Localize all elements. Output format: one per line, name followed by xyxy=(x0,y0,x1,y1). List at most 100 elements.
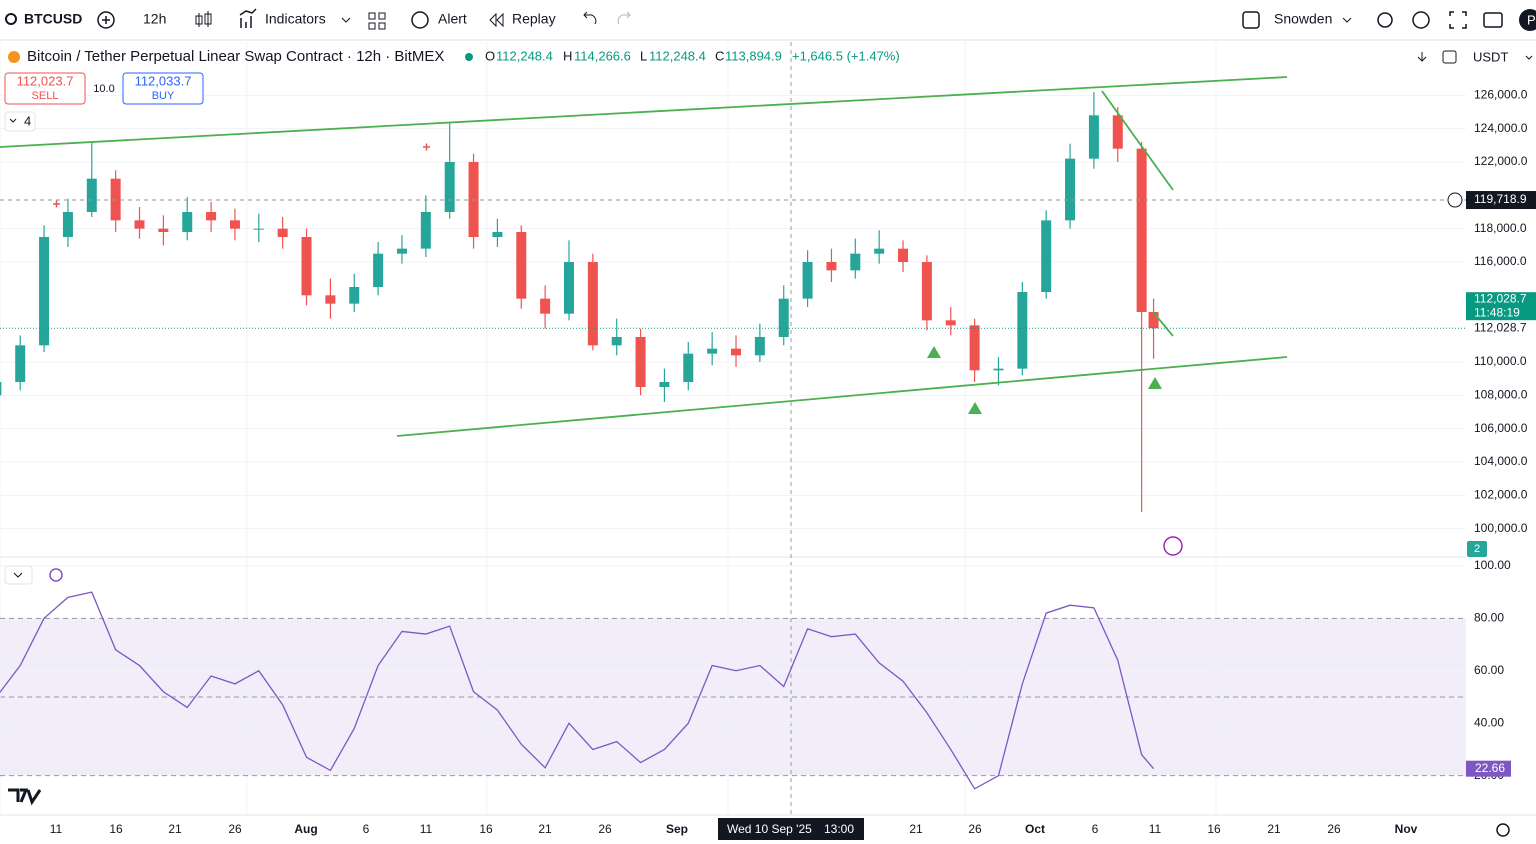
legend-value: 113,894.9 xyxy=(725,48,782,63)
candle-body xyxy=(516,232,527,299)
candle-body xyxy=(921,262,932,321)
y-tick-label: 108,000.0 xyxy=(1474,388,1528,402)
crosshair-date: Wed 10 Sep '25 xyxy=(727,822,812,836)
candle-body xyxy=(229,220,240,229)
volume-badge xyxy=(1467,541,1487,557)
y-tick-label: 106,000.0 xyxy=(1474,421,1528,435)
layout-icon[interactable] xyxy=(1242,11,1260,29)
candle-body xyxy=(110,178,121,221)
candle-body xyxy=(1136,148,1147,312)
x-tick-label: 6 xyxy=(363,822,370,836)
legend-value: 112,248.4 xyxy=(496,48,553,63)
x-tick-label: 21 xyxy=(168,822,182,836)
candle-body xyxy=(826,262,837,271)
candle-body xyxy=(444,162,455,212)
sell-price: 112,023.7 xyxy=(17,73,74,88)
settings[interactable] xyxy=(1412,11,1430,29)
x-tick-label: 26 xyxy=(228,822,242,836)
candle-body xyxy=(182,212,193,232)
candle-body xyxy=(468,162,479,237)
y-tick-label: 104,000.0 xyxy=(1474,454,1528,468)
crosshair-label: 119,718.9 xyxy=(1474,192,1527,206)
candle-body xyxy=(1112,115,1123,149)
search-icon[interactable] xyxy=(5,13,17,25)
events-icon[interactable] xyxy=(1163,536,1183,556)
fullscreen[interactable] xyxy=(1449,11,1467,29)
trendline xyxy=(1152,311,1174,337)
candle-body xyxy=(0,382,2,396)
candle-body xyxy=(15,345,26,382)
volume-badge-text: 2 xyxy=(1474,543,1480,555)
interval[interactable]: 12h xyxy=(143,11,166,27)
indicators-icon[interactable] xyxy=(239,8,257,28)
dropdown[interactable] xyxy=(1342,17,1352,23)
y-tick-label: 100.00 xyxy=(1474,558,1511,572)
rsi-line xyxy=(0,591,1155,790)
alert-icon[interactable] xyxy=(411,11,429,29)
pane-toggle[interactable] xyxy=(4,565,33,585)
screenshot[interactable] xyxy=(1483,12,1503,28)
add-icon xyxy=(102,16,110,24)
candle-body xyxy=(563,262,574,314)
candle-body xyxy=(1088,115,1099,159)
candle-body xyxy=(778,298,789,337)
candle-body xyxy=(492,232,503,237)
y-tick-label: 116,000.0 xyxy=(1474,254,1527,268)
y-tick-label: 110,000.0 xyxy=(1474,354,1527,368)
x-tick-label: Oct xyxy=(1025,822,1045,836)
trendline xyxy=(1101,90,1174,191)
rsi-value: 22.66 xyxy=(1475,761,1505,775)
x-tick-label: 11 xyxy=(1149,822,1162,836)
candle-body xyxy=(874,248,885,254)
toolbar xyxy=(0,0,1536,40)
dropdown[interactable] xyxy=(341,17,351,23)
trendline xyxy=(396,356,1288,437)
candle-body xyxy=(731,348,742,356)
plot xyxy=(0,42,1466,815)
quantity[interactable]: 10.0 xyxy=(93,83,114,95)
candle-body xyxy=(993,368,1004,371)
buy-button[interactable] xyxy=(122,72,204,105)
x-tick-label: 21 xyxy=(538,822,552,836)
candle-body xyxy=(1017,292,1028,369)
x-tick-label: Aug xyxy=(294,822,317,836)
undo[interactable] xyxy=(583,11,597,25)
axis-settings[interactable] xyxy=(1496,823,1510,837)
x-tick-label: 21 xyxy=(909,822,923,836)
chevron xyxy=(13,572,23,578)
price-label: 112,028.7 xyxy=(1474,291,1527,305)
chart-type-icon[interactable] xyxy=(195,11,212,27)
currency[interactable]: USDT xyxy=(1473,49,1508,64)
layout-name[interactable]: Snowden xyxy=(1274,11,1332,27)
candle-body xyxy=(301,237,312,296)
crosshair-time: 13:00 xyxy=(824,822,854,836)
quick-search[interactable] xyxy=(1377,12,1393,28)
indicators[interactable]: Indicators xyxy=(265,11,326,27)
alert[interactable]: Alert xyxy=(438,11,467,27)
scroll-down[interactable] xyxy=(1417,52,1427,62)
sell-button[interactable] xyxy=(4,72,86,105)
layouts-icon[interactable] xyxy=(368,12,386,30)
candle-body xyxy=(587,262,598,346)
rsi-icon[interactable] xyxy=(49,568,63,582)
add-symbol[interactable] xyxy=(97,11,115,29)
indicator-toggle[interactable] xyxy=(4,111,36,132)
dropdown[interactable] xyxy=(1525,55,1533,60)
y-tick-label: 80.00 xyxy=(1474,610,1504,624)
legend-title: Bitcoin / Tether Perpetual Linear Swap C… xyxy=(27,48,444,65)
y-tick-label: 124,000.0 xyxy=(1474,121,1528,135)
replay[interactable]: Replay xyxy=(512,11,556,27)
replay-icon[interactable] xyxy=(489,12,504,28)
candle-body xyxy=(158,228,169,232)
candle-body xyxy=(86,178,97,212)
candle-body xyxy=(62,212,73,237)
y-tick-label: 122,000.0 xyxy=(1474,154,1528,168)
symbol[interactable]: BTCUSD xyxy=(24,11,82,27)
candle-body xyxy=(945,320,956,326)
sync-icon[interactable] xyxy=(1442,50,1457,64)
candle-body xyxy=(707,348,718,354)
symbol-logo xyxy=(8,51,20,63)
redo[interactable] xyxy=(617,11,631,25)
avatar[interactable] xyxy=(1519,9,1536,31)
